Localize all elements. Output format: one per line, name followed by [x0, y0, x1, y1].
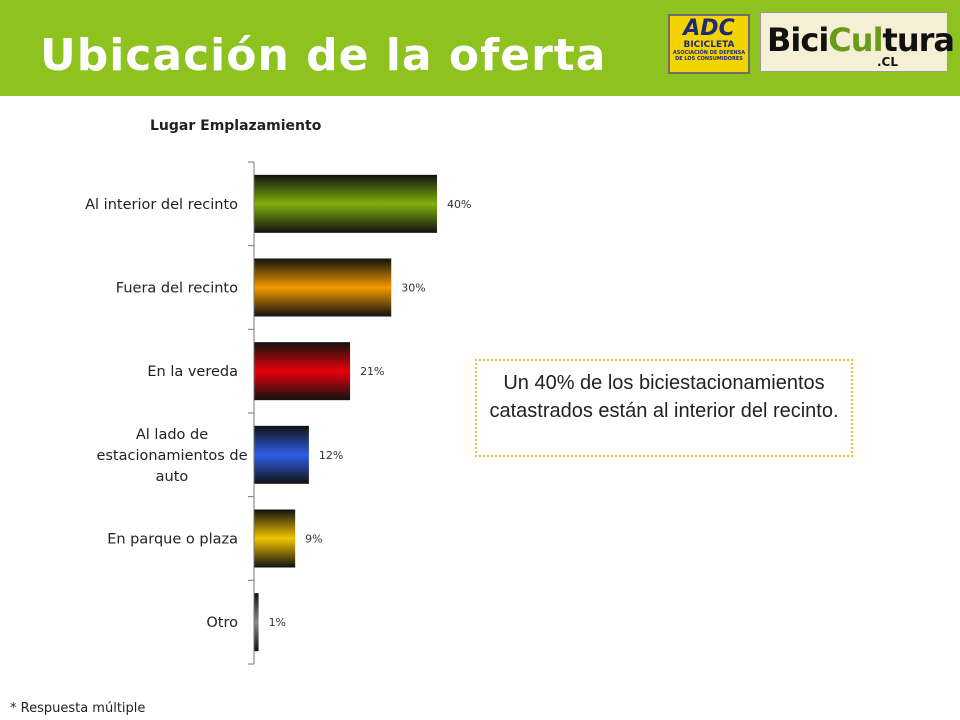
- bar-al-interior-del-recinto: [254, 174, 437, 233]
- adc-logo-tagline-2: DE LOS CONSUMIDORES: [675, 56, 743, 62]
- value-label-otro: 1%: [269, 616, 286, 629]
- bar-otro: [254, 593, 259, 652]
- bar-fuera-del-recinto: [254, 258, 392, 317]
- bicicultura-logo-part-1: Bici: [767, 21, 829, 59]
- page-title: Ubicación de la oferta: [40, 30, 607, 81]
- bicicultura-logo-part-2: Cul: [828, 21, 883, 59]
- value-label-en-parque-o-plaza: 9%: [305, 533, 322, 546]
- value-label-fuera-del-recinto: 30%: [401, 282, 425, 295]
- bicicultura-logo-word: BiciCultura: [767, 21, 955, 59]
- value-label-al-interior-del-recinto: 40%: [447, 198, 471, 211]
- category-label-en-la-vereda: En la vereda: [147, 364, 238, 380]
- value-label-al-lado-de-estacionamientos-de-auto: 12%: [319, 449, 343, 462]
- adc-logo-text: ADC: [683, 16, 735, 41]
- category-label-al-lado-de-estacionamientos-de-auto: Al lado de estacionamientos de auto: [96, 427, 247, 485]
- highlight-callout: Un 40% de los biciestacionamientos catas…: [475, 359, 853, 457]
- adc-bicicleta-logo: ADC BICICLETA ASOCIACIÓN DE DEFENSA DE L…: [668, 14, 750, 74]
- bar-en-parque-o-plaza: [254, 509, 296, 568]
- bar-en-la-vereda: [254, 342, 351, 401]
- chart-title: Lugar Emplazamiento: [150, 118, 322, 134]
- category-label-en-parque-o-plaza: En parque o plaza: [107, 532, 238, 548]
- category-label-otro: Otro: [206, 615, 238, 631]
- bicicultura-logo: BiciCultura .CL: [760, 12, 955, 72]
- adc-logo-tagline-1: ASOCIACIÓN DE DEFENSA: [672, 50, 746, 56]
- bicicultura-logo-part-3: tura: [882, 21, 955, 59]
- bicicultura-logo-suffix: .CL: [877, 55, 899, 69]
- value-label-en-la-vereda: 21%: [360, 365, 384, 378]
- category-label-fuera-del-recinto: Fuera del recinto: [116, 281, 238, 297]
- adc-logo-subtitle: BICICLETA: [683, 40, 735, 50]
- bar-al-lado-de-estacionamientos-de-auto: [254, 425, 309, 484]
- footnote: * Respuesta múltiple: [10, 701, 146, 716]
- category-label-al-interior-del-recinto: Al interior del recinto: [85, 197, 238, 213]
